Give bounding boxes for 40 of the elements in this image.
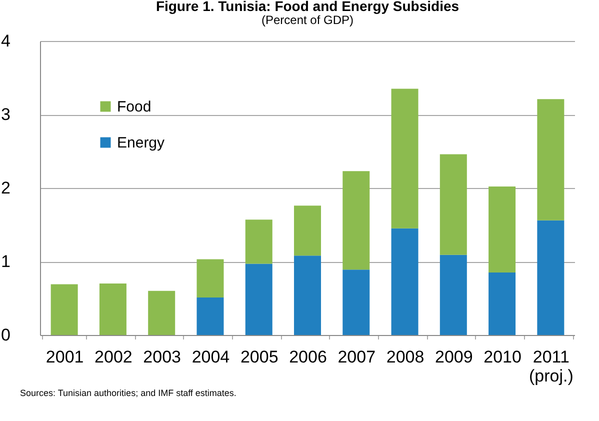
chart-subtitle: (Percent of GDP) bbox=[261, 13, 354, 27]
bar bbox=[294, 256, 321, 335]
bar bbox=[342, 270, 370, 335]
chart-title: Figure 1. Tunisia: Food and Energy Subsidies bbox=[156, 0, 460, 14]
y-tick-label: 0 bbox=[1, 326, 10, 344]
x-tick-label: 2011 (proj.) bbox=[528, 348, 574, 386]
bar bbox=[342, 171, 370, 270]
x-tick-label: 2003 bbox=[143, 348, 182, 366]
x-tick-label: 2002 bbox=[94, 348, 132, 366]
bar bbox=[196, 298, 224, 335]
x-tick-label: 2001 bbox=[46, 348, 84, 366]
bar bbox=[196, 259, 224, 298]
y-tick-label: 3 bbox=[1, 105, 10, 124]
legend-label: Food bbox=[117, 98, 152, 116]
bar bbox=[99, 284, 126, 335]
bar bbox=[440, 254, 467, 335]
bar bbox=[537, 220, 564, 335]
legend-label: Energy bbox=[117, 134, 166, 152]
x-tick-label: 2007 bbox=[338, 348, 376, 366]
bar bbox=[391, 88, 418, 228]
bar bbox=[245, 220, 272, 264]
x-tick-label: 2009 bbox=[434, 348, 473, 366]
bar bbox=[488, 272, 516, 335]
x-tick-label: 2008 bbox=[386, 348, 424, 366]
y-tick-label: 2 bbox=[1, 178, 10, 198]
y-tick-label: 1 bbox=[1, 252, 10, 271]
bar bbox=[294, 206, 321, 256]
bar bbox=[391, 228, 418, 335]
bar bbox=[245, 264, 272, 335]
y-tick-label: 4 bbox=[1, 32, 10, 50]
x-tick-label: 2010 bbox=[484, 348, 522, 366]
bar bbox=[50, 284, 78, 335]
x-tick-label: 2005 bbox=[240, 348, 278, 366]
bar bbox=[537, 99, 564, 220]
bar bbox=[440, 154, 467, 255]
x-tick-label: 2006 bbox=[289, 348, 327, 366]
x-tick-label: 2004 bbox=[192, 348, 230, 366]
bar bbox=[148, 290, 176, 335]
source-note: Sources: Tunisian authorities; and IMF staff estimates. bbox=[20, 388, 236, 398]
bar bbox=[488, 186, 516, 273]
